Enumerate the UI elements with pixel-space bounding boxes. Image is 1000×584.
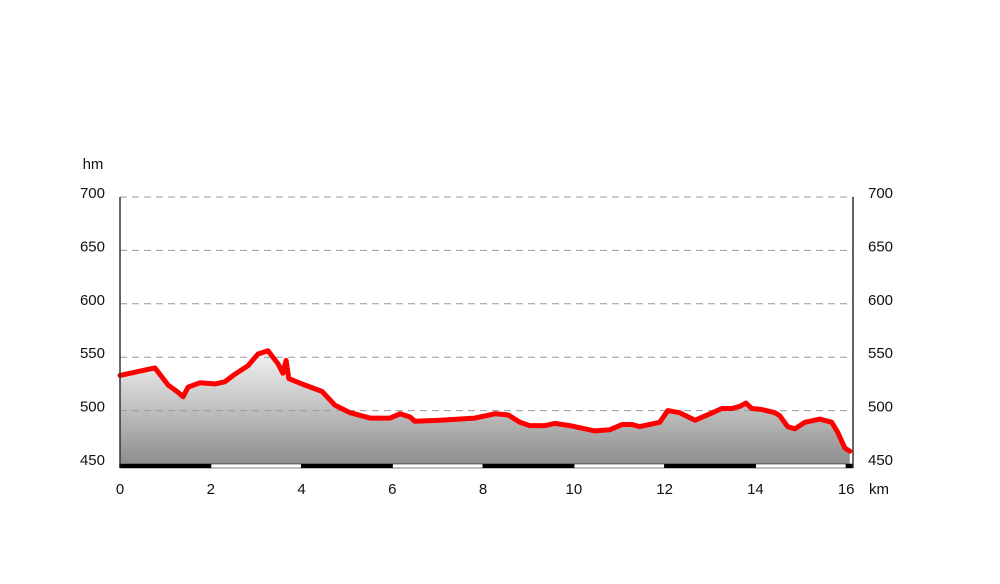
y-tick-label: 550 xyxy=(80,345,105,362)
scale-bar xyxy=(210,463,302,469)
y-tick-label: 650 xyxy=(80,238,105,255)
y2-tick-label: 600 xyxy=(868,292,893,309)
y2-tick-label: 450 xyxy=(868,452,893,469)
x-tick-label: 6 xyxy=(388,481,396,498)
x-unit: km xyxy=(869,481,889,498)
elevation-area xyxy=(120,350,850,464)
x-tick-label: 14 xyxy=(747,481,764,498)
scale-bar xyxy=(119,463,212,469)
scale-bar xyxy=(664,463,756,469)
y2-tick-label: 500 xyxy=(868,399,893,416)
scale-bar xyxy=(482,463,575,469)
y2-tick-label: 550 xyxy=(868,345,893,362)
elevation-line xyxy=(117,348,853,454)
scale-bar xyxy=(301,463,393,469)
scale-bar xyxy=(392,463,484,469)
x-tick-label: 16 xyxy=(838,481,855,498)
scale-bar xyxy=(573,463,665,469)
x-tick-label: 0 xyxy=(116,481,124,498)
y2-tick-label: 700 xyxy=(868,185,893,202)
y-unit: hm xyxy=(83,156,104,173)
y-tick-label: 600 xyxy=(80,292,105,309)
y-tick-label: 700 xyxy=(80,185,105,202)
x-tick-label: 2 xyxy=(207,481,215,498)
x-tick-label: 4 xyxy=(297,481,305,498)
x-tick-label: 12 xyxy=(656,481,673,498)
x-tick-label: 8 xyxy=(479,481,487,498)
scale-bar xyxy=(845,463,854,469)
y-tick-label: 450 xyxy=(80,452,105,469)
y2-tick-label: 650 xyxy=(868,238,893,255)
y-tick-label: 500 xyxy=(80,399,105,416)
x-tick-label: 10 xyxy=(566,481,583,498)
scale-bar xyxy=(755,463,847,469)
